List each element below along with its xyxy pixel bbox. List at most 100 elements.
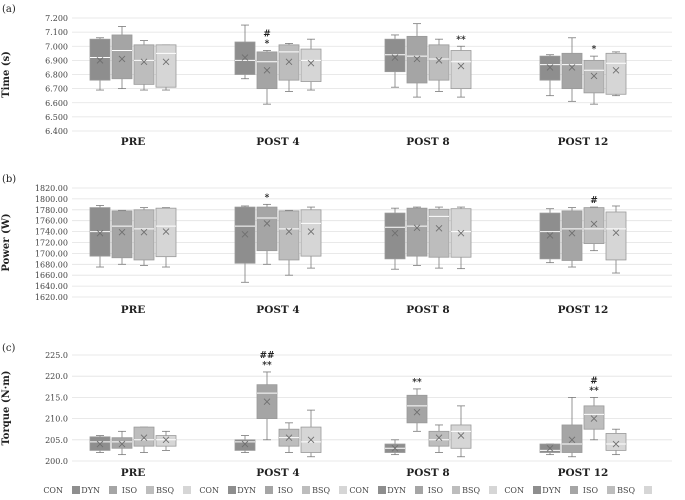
mean-marker (162, 228, 170, 235)
significance-marker: ** (412, 378, 422, 388)
mean-marker (413, 55, 421, 63)
category-label: PRE (121, 304, 146, 316)
box-iqr (583, 207, 605, 244)
mean-marker (612, 66, 620, 74)
mean-marker (568, 229, 576, 237)
legend-label-con: CON (504, 486, 524, 495)
box-post4-iso (278, 43, 300, 92)
mean-marker (568, 436, 576, 444)
significance-marker: # (590, 376, 598, 386)
category-label: PRE (121, 467, 146, 479)
box-post8-dyn (406, 23, 428, 98)
legend-swatch-dyn (109, 486, 117, 494)
mean-marker (612, 229, 620, 237)
mean-marker (457, 62, 465, 70)
y-tick-label: 6.400 (45, 127, 68, 136)
legend-label-bsq: BSQ (312, 486, 330, 495)
box-post8-con (384, 34, 406, 88)
mean-marker (413, 224, 421, 232)
box-iqr (234, 41, 256, 75)
mean-marker (307, 228, 315, 235)
box-post12-bsq (605, 428, 627, 456)
box-post4-con (234, 205, 256, 283)
box-iqr (605, 433, 627, 451)
box-pre-con (89, 435, 111, 453)
significance-marker: # (590, 196, 598, 206)
significance-marker: * (265, 193, 270, 203)
panel-c: (c) Torque (N·m) 200.0 205.0 210.0 215.0 220.0… (1, 343, 672, 479)
box-pre-iso (133, 40, 155, 91)
y-tick-label: 225.0 (45, 351, 68, 360)
box-post4-dyn: **## (256, 351, 278, 441)
box-post4-bsq (300, 409, 322, 458)
legend-label-iso: ISO (122, 486, 138, 495)
category-label: PRE (121, 136, 146, 148)
y-tick-label: 210.0 (45, 415, 68, 424)
mean-marker (457, 432, 465, 439)
mean-marker (162, 436, 170, 444)
legend-swatch-bsq (183, 486, 191, 494)
legend-label-dyn: DYN (387, 486, 406, 495)
box-iqr (111, 210, 133, 259)
y-tick-label: 1740.00 (35, 228, 68, 237)
mean-marker (285, 228, 293, 235)
box-post8-dyn: ** (406, 378, 428, 432)
box-post8-bsq: ** (450, 35, 472, 98)
legend-swatch-iso (302, 486, 310, 494)
box-post12-bsq (605, 205, 627, 274)
mean-marker (140, 228, 148, 236)
legend-swatch-iso (452, 486, 460, 494)
category-label: POST 12 (558, 136, 609, 148)
y-tick-label: 6.900 (45, 56, 68, 65)
box-pre-con (89, 205, 111, 268)
mean-marker (140, 58, 148, 66)
box-post12-dyn (561, 396, 583, 458)
significance-marker: # (263, 29, 271, 39)
significance-marker: ## (259, 351, 274, 361)
y-tick-label: 1640.00 (35, 282, 68, 291)
mean-marker (263, 66, 271, 74)
box-post4-bsq (300, 206, 322, 269)
box-iqr (406, 394, 428, 424)
box-iqr (234, 439, 256, 451)
y-tick-label: 200.0 (45, 457, 68, 466)
legend-label-con: CON (349, 486, 369, 495)
box-pre-dyn (111, 26, 133, 90)
significance-marker: * (265, 39, 270, 49)
box-pre-iso (133, 207, 155, 266)
category-label: POST 4 (256, 467, 299, 479)
legend-swatch-dyn (265, 486, 273, 494)
mean-marker (307, 59, 315, 67)
y-tick-label: 1700.00 (35, 249, 68, 258)
box-iqr (583, 405, 605, 430)
y-tick-label: 6.700 (45, 85, 68, 94)
box-post8-bsq (450, 405, 472, 458)
mean-marker (457, 229, 465, 237)
box-pre-bsq (155, 430, 177, 451)
box-iqr (256, 206, 278, 252)
box-iqr (428, 44, 450, 81)
box-post12-iso: # (583, 196, 605, 252)
y-tick-label: 6.800 (45, 71, 68, 80)
legend-label-con: CON (199, 486, 219, 495)
mean-marker (590, 220, 598, 228)
y-tick-label: 1680.00 (35, 260, 68, 269)
box-post8-con (384, 439, 406, 456)
mean-marker (118, 55, 126, 63)
mean-marker (162, 58, 170, 66)
box-post4-iso (278, 422, 300, 453)
mean-marker (285, 58, 293, 66)
y-tick-label: 1720.00 (35, 239, 68, 248)
box-post4-iso (278, 209, 300, 276)
significance-marker: ** (589, 386, 599, 396)
box-iqr (406, 35, 428, 84)
y-tick-label: 7.100 (45, 28, 68, 37)
legend-swatch-con (378, 486, 386, 494)
box-iqr (605, 211, 627, 261)
box-pre-dyn (111, 209, 133, 265)
mean-marker (435, 225, 443, 232)
box-post12-dyn (561, 207, 583, 268)
box-post8-bsq (450, 206, 472, 270)
mean-marker (546, 444, 554, 452)
